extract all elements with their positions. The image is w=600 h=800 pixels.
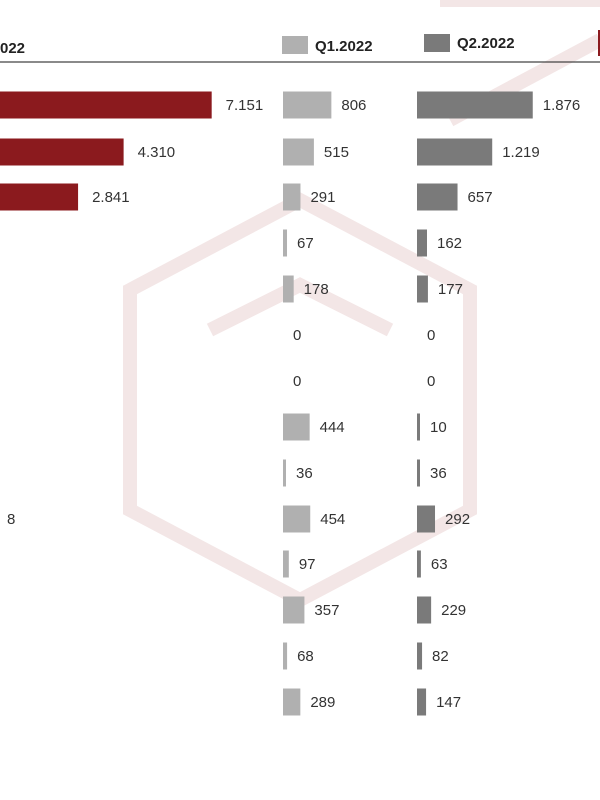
bar	[283, 275, 294, 303]
data-label: 0	[427, 373, 435, 390]
legend-label-q2: Q2.2022	[457, 35, 515, 52]
bar	[0, 91, 212, 119]
data-label: 806	[341, 97, 366, 114]
data-label: 10	[430, 419, 447, 436]
right-edge-swatch	[598, 30, 600, 56]
data-label: 36	[296, 465, 313, 482]
data-label: 0	[293, 373, 301, 390]
bar	[283, 505, 311, 533]
bar	[417, 138, 493, 166]
data-label: 454	[320, 511, 345, 528]
bar	[417, 688, 427, 716]
bar	[417, 642, 423, 670]
bar	[0, 138, 124, 166]
bar	[417, 505, 436, 533]
data-label: 0	[427, 327, 435, 344]
data-label: 1.219	[502, 144, 540, 161]
bar	[417, 596, 432, 624]
bar	[0, 183, 79, 211]
bar	[283, 596, 305, 624]
bar	[417, 91, 533, 119]
bar	[283, 688, 301, 716]
data-label: 147	[436, 694, 461, 711]
bar	[283, 459, 286, 487]
data-label: 292	[445, 511, 470, 528]
bar	[283, 138, 314, 166]
data-label: 36	[430, 465, 447, 482]
bar	[283, 550, 289, 578]
legend-swatch-q2	[424, 34, 450, 52]
data-label: 63	[431, 556, 448, 573]
legend-swatch-q1	[282, 36, 308, 54]
bar	[417, 459, 420, 487]
data-label: 8	[7, 511, 15, 528]
data-label: 97	[299, 556, 316, 573]
bar	[283, 642, 288, 670]
series-1-header: 022	[0, 40, 25, 57]
data-label: 68	[297, 648, 314, 665]
data-label: 1.876	[543, 97, 581, 114]
data-label: 178	[304, 281, 329, 298]
bar	[283, 91, 332, 119]
data-label: 7.151	[226, 97, 264, 114]
data-label: 229	[441, 602, 466, 619]
data-label: 2.841	[92, 189, 130, 206]
bar	[417, 550, 421, 578]
data-label: 4.310	[138, 144, 176, 161]
data-label: 515	[324, 144, 349, 161]
watermark	[123, 0, 600, 608]
bar	[283, 183, 301, 211]
data-label: 444	[320, 419, 345, 436]
bar	[283, 229, 288, 257]
data-label: 657	[468, 189, 493, 206]
bar	[417, 229, 427, 257]
chart-marks: 7.151 4.310 2.841 8 806 515 291 67 178 0 0 444 36 454…	[0, 91, 581, 716]
data-label: 177	[438, 281, 463, 298]
bar	[417, 275, 428, 303]
bar	[417, 183, 458, 211]
data-label: 162	[437, 235, 462, 252]
data-label: 291	[310, 189, 335, 206]
data-label: 0	[293, 327, 301, 344]
bar	[417, 413, 420, 441]
data-label: 357	[314, 602, 339, 619]
data-label: 289	[310, 694, 335, 711]
bar	[283, 413, 310, 441]
legend-label-q1: Q1.2022	[315, 38, 373, 55]
data-label: 82	[432, 648, 449, 665]
data-label: 67	[297, 235, 314, 252]
